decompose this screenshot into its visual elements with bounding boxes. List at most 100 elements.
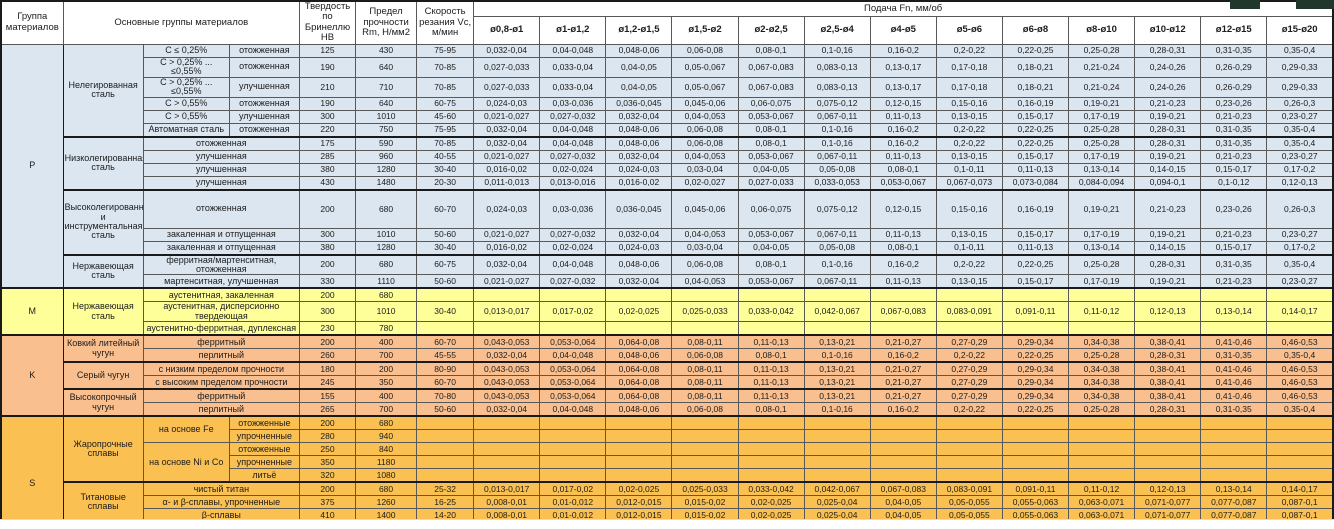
feed-value-cell[interactable]	[1134, 287, 1202, 303]
feed-value-cell[interactable]: 0,16-0,19	[1001, 96, 1070, 111]
feed-value-cell[interactable]: 0,28-0,31	[1134, 402, 1202, 417]
feed-value-cell[interactable]: 0,35-0,4	[1266, 43, 1334, 58]
feed-value-cell[interactable]: 0,23-0,27	[1266, 274, 1334, 289]
feed-value-cell[interactable]	[473, 468, 541, 483]
strength-cell[interactable]: 1080	[355, 468, 418, 483]
feed-value-cell[interactable]: 0,067-0,083	[737, 76, 805, 98]
hardness-cell[interactable]: 280	[298, 429, 357, 444]
feed-value-cell[interactable]: 0,021-0,027	[473, 109, 541, 124]
feed-value-cell[interactable]	[473, 442, 541, 457]
hardness-cell[interactable]: 155	[298, 388, 357, 404]
feed-value-cell[interactable]: 0,1-0,16	[803, 253, 871, 276]
strength-cell[interactable]: 1280	[355, 240, 418, 255]
feed-value-cell[interactable]: 0,17-0,19	[1068, 149, 1136, 164]
feed-value-cell[interactable]: 0,036-0,045	[605, 96, 673, 111]
feed-value-cell[interactable]: 0,06-0,08	[671, 348, 739, 363]
feed-value-cell[interactable]: 0,02-0,025	[605, 301, 673, 323]
feed-value-cell[interactable]: 0,032-0,04	[605, 227, 673, 242]
feed-value-cell[interactable]: 0,013-0,016	[539, 175, 607, 190]
feed-value-cell[interactable]: 0,17-0,19	[1068, 109, 1136, 124]
feed-value-cell[interactable]: 0,027-0,032	[539, 227, 607, 242]
feed-value-cell[interactable]	[869, 321, 937, 336]
feed-value-cell[interactable]: 0,043-0,053	[473, 334, 541, 350]
feed-value-cell[interactable]	[671, 455, 739, 470]
feed-value-cell[interactable]: 0,024-0,03	[605, 240, 673, 255]
feed-value-cell[interactable]	[1134, 455, 1202, 470]
feed-value-cell[interactable]	[803, 455, 871, 470]
feed-value-cell[interactable]: 0,064-0,08	[605, 361, 673, 377]
speed-cell[interactable]	[416, 415, 475, 431]
feed-value-cell[interactable]: 0,41-0,46	[1200, 375, 1268, 390]
feed-value-cell[interactable]: 0,067-0,073	[935, 175, 1003, 190]
feed-value-cell[interactable]: 0,03-0,04	[671, 240, 739, 255]
feed-value-cell[interactable]: 0,032-0,04	[473, 43, 541, 58]
feed-value-cell[interactable]: 0,15-0,17	[1001, 274, 1070, 289]
feed-value-cell[interactable]	[1200, 429, 1268, 444]
feed-value-cell[interactable]: 0,027-0,033	[737, 175, 805, 190]
feed-value-cell[interactable]: 0,06-0,075	[737, 96, 805, 111]
feed-value-cell[interactable]: 0,31-0,35	[1200, 122, 1268, 137]
feed-col-header[interactable]: ø12-ø15	[1200, 15, 1268, 45]
strength-cell[interactable]: 1010	[355, 109, 418, 124]
feed-value-cell[interactable]: 0,042-0,067	[803, 481, 871, 497]
feed-value-cell[interactable]: 0,048-0,06	[605, 253, 673, 276]
feed-value-cell[interactable]: 0,1-0,16	[803, 135, 871, 151]
feed-value-cell[interactable]: 0,1-0,16	[803, 43, 871, 58]
hardness-cell[interactable]: 220	[298, 122, 357, 137]
hardness-cell[interactable]: 300	[298, 301, 357, 323]
feed-value-cell[interactable]	[473, 287, 541, 303]
hardness-cell[interactable]: 350	[298, 455, 357, 470]
feed-value-cell[interactable]: 0,045-0,06	[671, 96, 739, 111]
feed-value-cell[interactable]: 0,13-0,14	[1068, 240, 1136, 255]
material-desc-cell[interactable]: отожженные	[228, 442, 300, 457]
feed-value-cell[interactable]: 0,23-0,27	[1266, 227, 1334, 242]
strength-cell[interactable]: 960	[355, 149, 418, 164]
feed-value-cell[interactable]: 0,11-0,13	[737, 361, 805, 377]
feed-value-cell[interactable]: 0,08-0,1	[737, 135, 805, 151]
group-letter-cell[interactable]: M	[0, 287, 64, 336]
feed-value-cell[interactable]	[869, 415, 937, 431]
feed-value-cell[interactable]: 0,01-0,012	[539, 495, 607, 510]
feed-value-cell[interactable]: 0,13-0,14	[1068, 162, 1136, 177]
feed-value-cell[interactable]	[803, 321, 871, 336]
strength-cell[interactable]: 1010	[355, 227, 418, 242]
feed-value-cell[interactable]: 0,053-0,064	[539, 388, 607, 404]
feed-value-cell[interactable]: 0,2-0,22	[935, 348, 1003, 363]
feed-value-cell[interactable]	[737, 287, 805, 303]
feed-value-cell[interactable]	[1266, 442, 1334, 457]
strength-cell[interactable]: 1110	[355, 274, 418, 289]
material-desc-cell[interactable]: отожженная	[228, 96, 300, 111]
feed-value-cell[interactable]: 0,15-0,16	[935, 188, 1003, 229]
speed-cell[interactable]: 20-30	[416, 175, 475, 190]
feed-value-cell[interactable]: 0,11-0,13	[737, 388, 805, 404]
feed-value-cell[interactable]	[737, 442, 805, 457]
feed-value-cell[interactable]: 0,23-0,27	[1266, 109, 1334, 124]
feed-value-cell[interactable]	[1068, 442, 1136, 457]
feed-value-cell[interactable]: 0,11-0,13	[869, 227, 937, 242]
feed-value-cell[interactable]: 0,11-0,13	[1001, 162, 1070, 177]
feed-value-cell[interactable]	[869, 429, 937, 444]
material-desc-cell[interactable]: перлитный	[142, 402, 300, 417]
feed-value-cell[interactable]: 0,2-0,22	[935, 122, 1003, 137]
feed-value-cell[interactable]: 0,14-0,17	[1266, 481, 1334, 497]
feed-value-cell[interactable]: 0,41-0,46	[1200, 361, 1268, 377]
feed-value-cell[interactable]: 0,04-0,05	[737, 162, 805, 177]
feed-value-cell[interactable]: 0,25-0,28	[1068, 253, 1136, 276]
feed-value-cell[interactable]: 0,087-0,1	[1266, 495, 1334, 510]
hardness-cell[interactable]: 200	[298, 253, 357, 276]
feed-value-cell[interactable]: 0,15-0,17	[1200, 240, 1268, 255]
feed-value-cell[interactable]: 0,043-0,053	[473, 361, 541, 377]
feed-value-cell[interactable]: 0,31-0,35	[1200, 43, 1268, 58]
feed-col-header[interactable]: ø1,2-ø1,5	[605, 15, 673, 45]
feed-value-cell[interactable]	[1200, 455, 1268, 470]
hardness-cell[interactable]: 190	[298, 56, 357, 78]
feed-value-cell[interactable]: 0,2-0,22	[935, 253, 1003, 276]
feed-value-cell[interactable]: 0,075-0,12	[803, 96, 871, 111]
feed-value-cell[interactable]: 0,015-0,02	[671, 495, 739, 510]
speed-cell[interactable]: 40-55	[416, 149, 475, 164]
feed-value-cell[interactable]: 0,21-0,23	[1200, 274, 1268, 289]
feed-value-cell[interactable]: 0,19-0,21	[1068, 96, 1136, 111]
feed-value-cell[interactable]: 0,013-0,017	[473, 481, 541, 497]
hardness-cell[interactable]: 260	[298, 348, 357, 363]
feed-value-cell[interactable]: 0,22-0,25	[1001, 135, 1070, 151]
